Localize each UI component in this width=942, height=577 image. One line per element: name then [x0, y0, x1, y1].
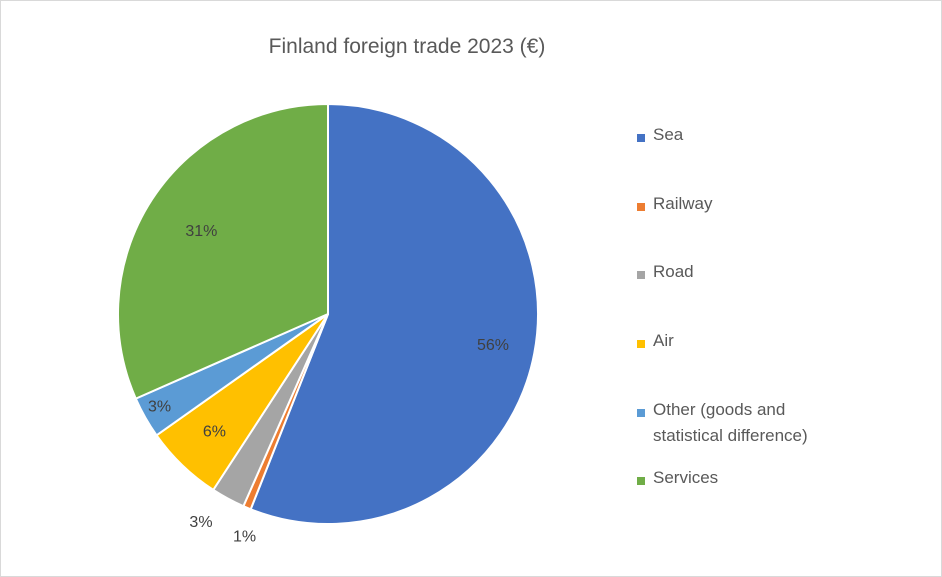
legend-label: Road: [653, 262, 694, 281]
legend-swatch: [637, 134, 645, 142]
data-label-sea: 56%: [477, 337, 509, 354]
legend-swatch: [637, 477, 645, 485]
legend-swatch: [637, 340, 645, 348]
legend-label: Air: [653, 331, 674, 350]
legend-item-railway: Railway: [637, 194, 853, 217]
data-label-railway: 1%: [233, 528, 256, 545]
pie-slice-services: [117, 102, 329, 400]
legend-swatch: [637, 203, 645, 211]
pie-slice-sea: [249, 102, 539, 525]
legend-label: Other (goods and statistical difference): [653, 400, 808, 445]
legend-item-air: Air: [637, 331, 853, 354]
legend-label: Railway: [653, 194, 713, 213]
data-label-road: 3%: [189, 514, 212, 531]
legend-label: Sea: [653, 125, 684, 144]
data-label-air: 6%: [203, 423, 226, 440]
legend-item-other-goods-and-statistical-difference: Other (goods and statistical difference): [637, 400, 853, 449]
legend-label: Services: [653, 468, 719, 487]
data-label-services: 31%: [185, 223, 217, 240]
legend-item-sea: Sea: [637, 125, 853, 148]
legend-item-road: Road: [637, 262, 853, 285]
legend-swatch: [637, 409, 645, 417]
legend-item-services: Services: [637, 468, 853, 491]
legend-swatch: [637, 271, 645, 279]
data-label-other-goods-and-statistical-difference: 3%: [148, 399, 171, 416]
chart-title: Finland foreign trade 2023 (€): [268, 35, 546, 58]
legend: Sea Railway Road Air Other (goods and statis…: [637, 1, 937, 576]
